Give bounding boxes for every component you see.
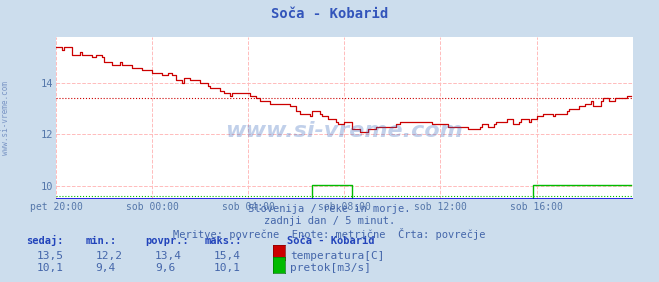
Text: Soča - Kobarid: Soča - Kobarid bbox=[287, 236, 374, 246]
Text: povpr.:: povpr.: bbox=[145, 236, 188, 246]
Text: Meritve: povrečne  Enote: metrične  Črta: povrečje: Meritve: povrečne Enote: metrične Črta: … bbox=[173, 228, 486, 240]
Text: www.si-vreme.com: www.si-vreme.com bbox=[225, 121, 463, 141]
Text: 10,1: 10,1 bbox=[214, 263, 241, 273]
Text: Slovenija / reke in morje.: Slovenija / reke in morje. bbox=[248, 204, 411, 214]
Text: www.si-vreme.com: www.si-vreme.com bbox=[1, 81, 10, 155]
Text: pretok[m3/s]: pretok[m3/s] bbox=[290, 263, 371, 273]
Text: 13,4: 13,4 bbox=[155, 251, 182, 261]
Text: 10,1: 10,1 bbox=[36, 263, 63, 273]
Text: 9,4: 9,4 bbox=[96, 263, 116, 273]
Text: 12,2: 12,2 bbox=[96, 251, 123, 261]
Text: 9,6: 9,6 bbox=[155, 263, 175, 273]
Text: 13,5: 13,5 bbox=[36, 251, 63, 261]
Text: sedaj:: sedaj: bbox=[26, 235, 64, 246]
Text: temperatura[C]: temperatura[C] bbox=[290, 251, 384, 261]
Text: zadnji dan / 5 minut.: zadnji dan / 5 minut. bbox=[264, 216, 395, 226]
Text: min.:: min.: bbox=[86, 236, 117, 246]
Text: 15,4: 15,4 bbox=[214, 251, 241, 261]
Text: maks.:: maks.: bbox=[204, 236, 242, 246]
Text: Soča - Kobarid: Soča - Kobarid bbox=[271, 7, 388, 21]
